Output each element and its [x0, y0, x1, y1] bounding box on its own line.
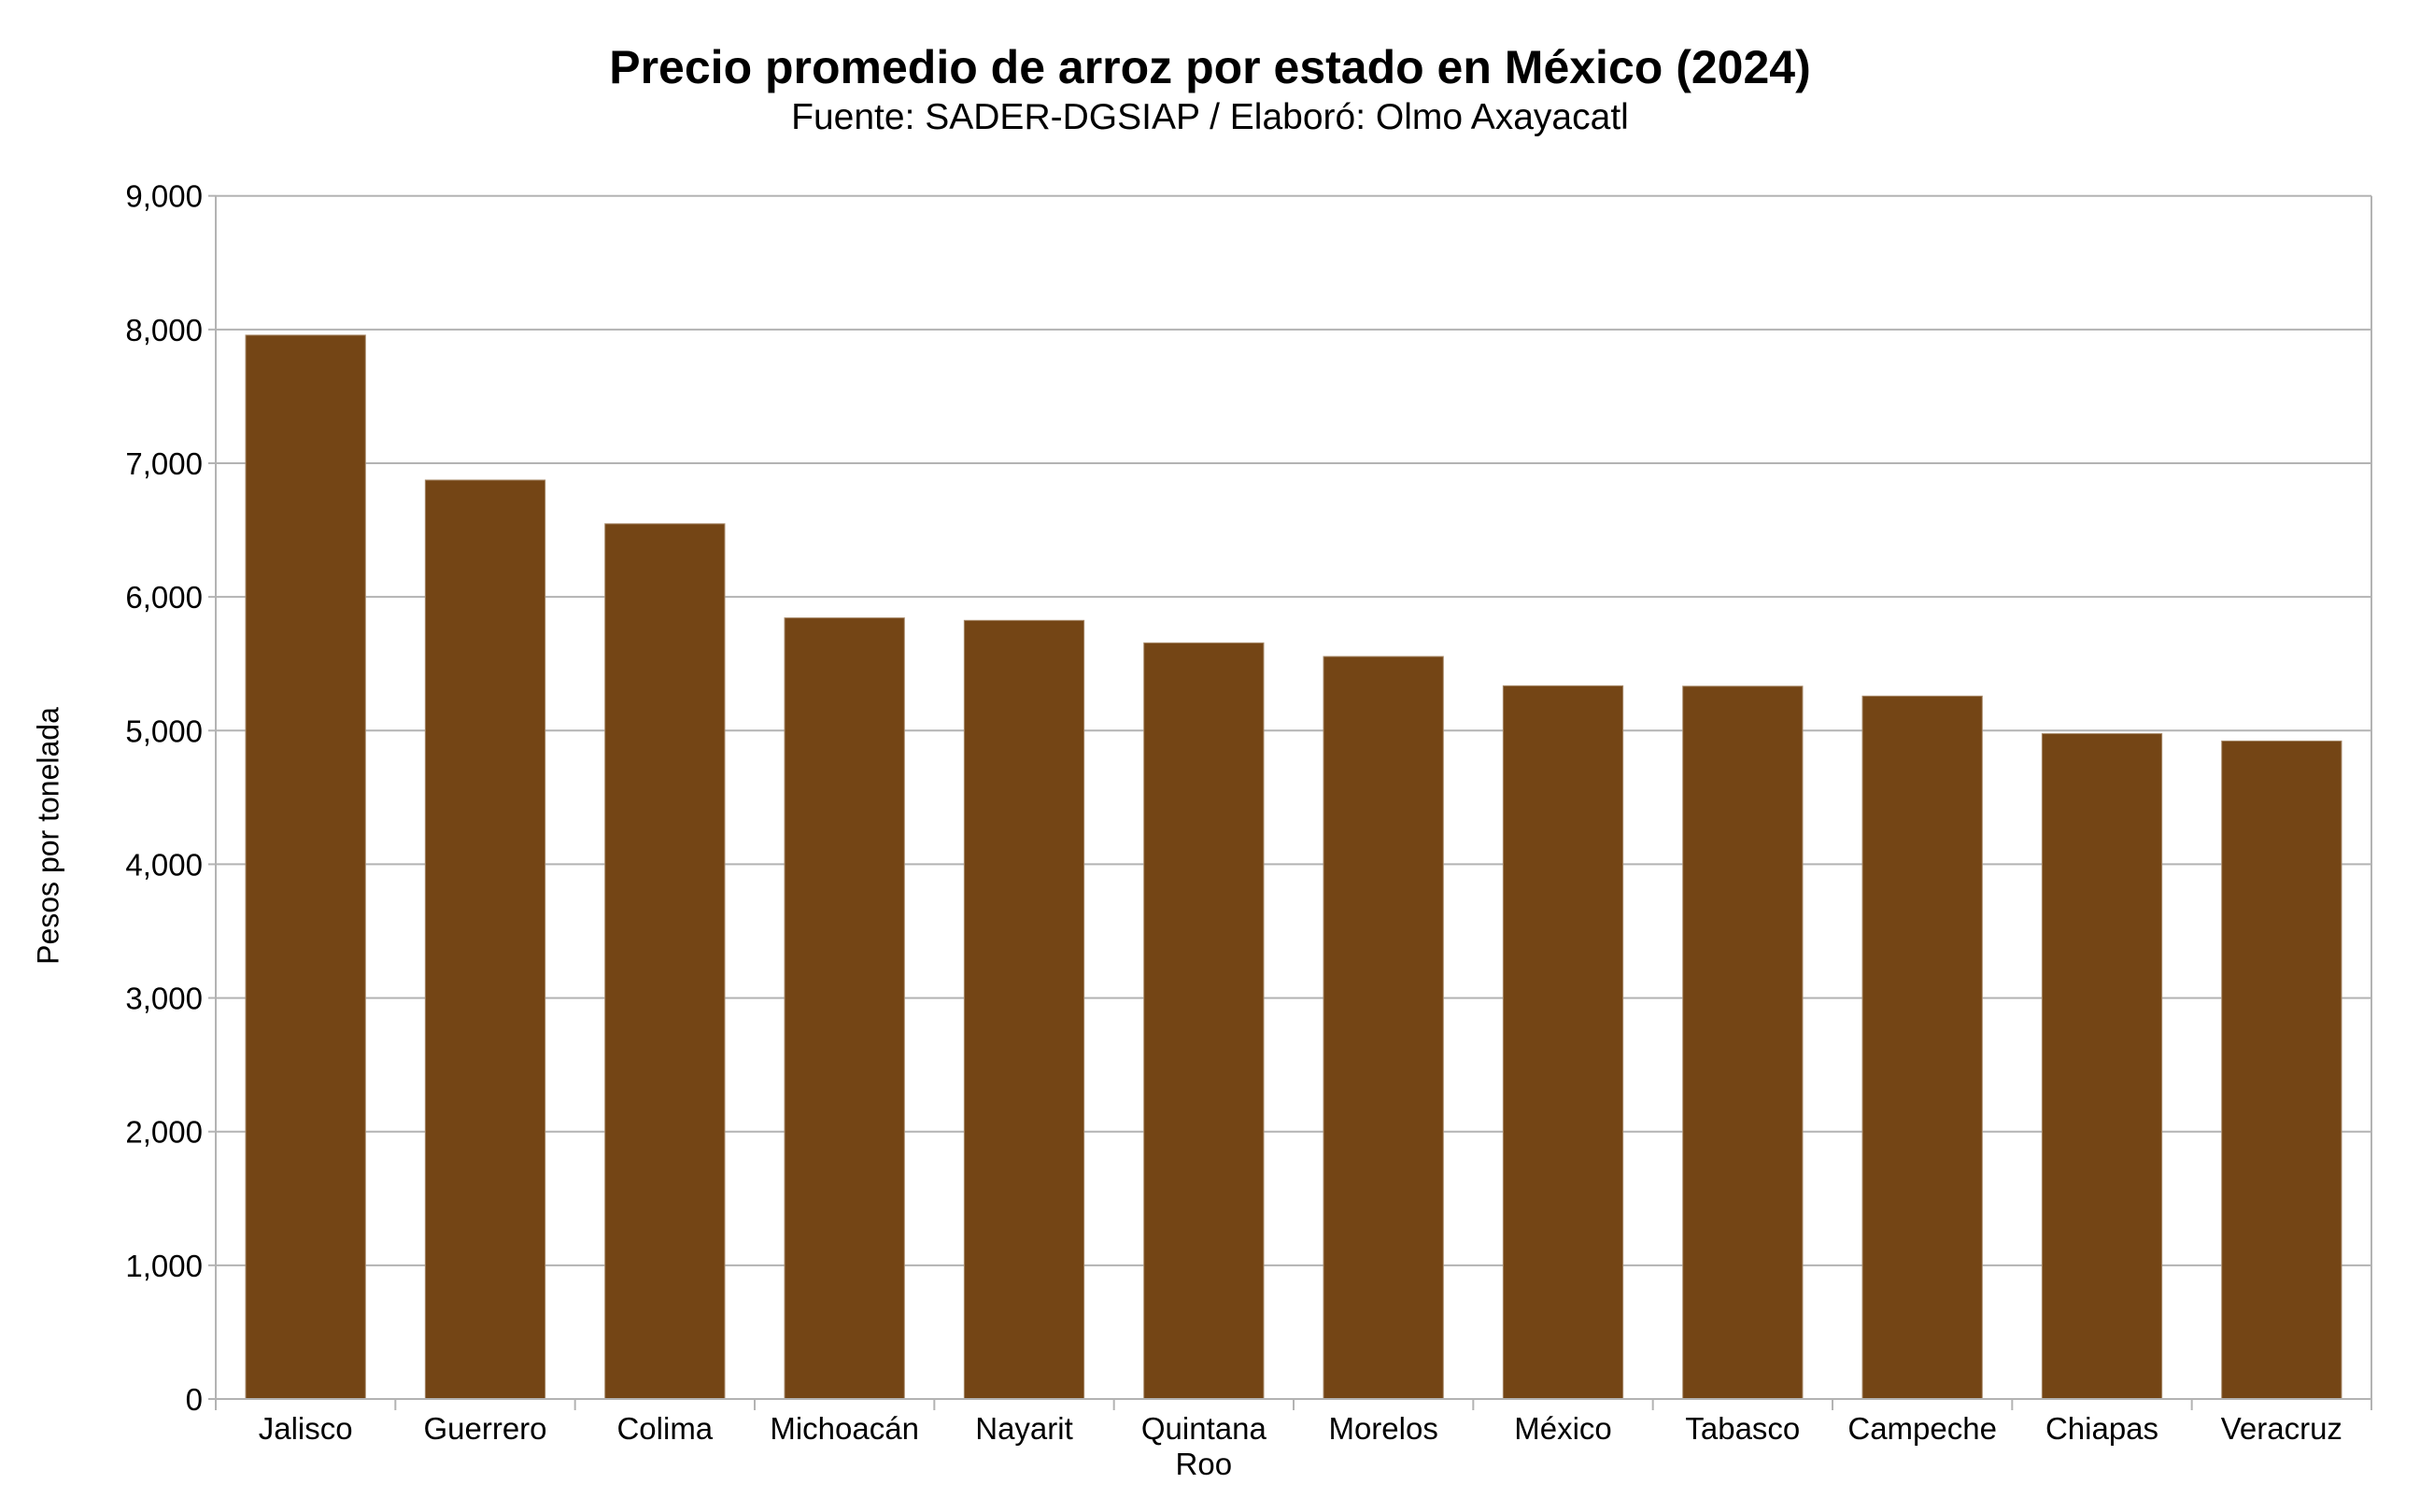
y-tick-label: 0	[186, 1382, 203, 1417]
y-tick-label: 5,000	[125, 714, 203, 748]
x-tick-label: Nayarit	[975, 1411, 1073, 1446]
bar	[1323, 656, 1444, 1400]
y-tick-label: 2,000	[125, 1115, 203, 1150]
y-axis-ticks: 0 1,000 2,000 3,000 4,000 5,000 6,000 7,000 8,00…	[125, 179, 216, 1417]
x-tick-label: Veracruz	[2221, 1411, 2342, 1446]
chart-subtitle: Fuente: SADER-DGSIAP / Elaboró: Olmo Axa…	[791, 97, 1629, 137]
bar	[1861, 695, 1983, 1400]
x-tick-label: Campeche	[1847, 1411, 1997, 1446]
x-tick-label: Michoacán	[770, 1411, 919, 1446]
bar	[1682, 685, 1804, 1400]
y-tick-label: 7,000	[125, 446, 203, 481]
x-tick-label: México	[1514, 1411, 1612, 1446]
x-tick-label: Chiapas	[2045, 1411, 2158, 1446]
x-tick-label: Morelos	[1328, 1411, 1437, 1446]
chart-title: Precio promedio de arroz por estado en M…	[609, 41, 1811, 93]
bar	[1502, 685, 1624, 1400]
bar	[2041, 733, 2163, 1400]
y-tick-label: 4,000	[125, 847, 203, 882]
x-tick-label: Guerrero	[423, 1411, 546, 1446]
bar	[784, 617, 905, 1400]
bar	[424, 479, 546, 1400]
x-tick-label: Colima	[616, 1411, 713, 1446]
x-tick-label: Jalisco	[259, 1411, 353, 1446]
bar	[245, 334, 366, 1400]
x-axis-ticks: Jalisco Guerrero Colima Michoacán Nayarit Qui…	[215, 1399, 2372, 1481]
bar	[604, 523, 726, 1400]
x-tick-label: Tabasco	[1685, 1411, 1800, 1446]
y-tick-label: 9,000	[125, 179, 203, 214]
bar	[963, 619, 1085, 1400]
bar	[2221, 740, 2342, 1400]
axes	[215, 195, 2372, 1400]
x-tick-label: Quintana	[1141, 1411, 1267, 1446]
y-tick-label: 8,000	[125, 313, 203, 347]
bars	[245, 334, 2342, 1400]
y-tick-label: 3,000	[125, 982, 203, 1016]
gridlines	[216, 194, 2371, 1400]
x-tick-label: Roo	[1176, 1447, 1233, 1481]
bar	[1143, 642, 1265, 1400]
y-tick-label: 1,000	[125, 1249, 203, 1283]
y-tick-label: 6,000	[125, 580, 203, 615]
